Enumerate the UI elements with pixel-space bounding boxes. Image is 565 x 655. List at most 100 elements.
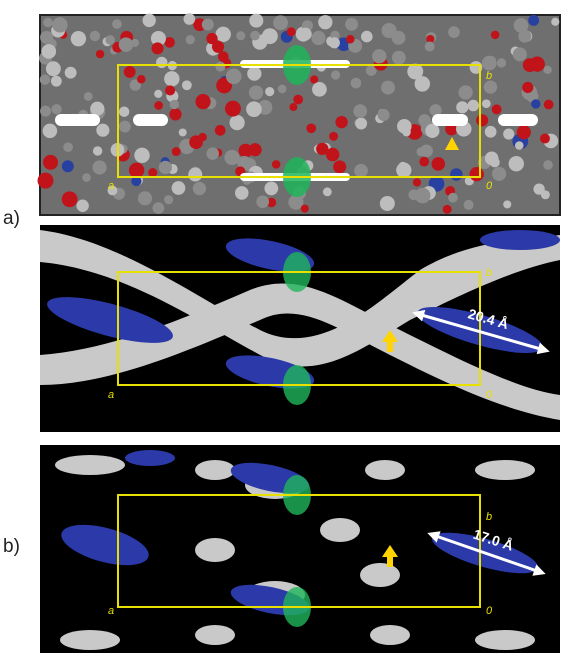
atom xyxy=(159,161,172,174)
atom xyxy=(134,148,149,163)
atom xyxy=(402,128,411,137)
atom xyxy=(487,56,496,65)
atom xyxy=(287,27,296,36)
atom xyxy=(184,13,196,25)
atom xyxy=(311,31,325,45)
atom xyxy=(65,67,77,79)
atom xyxy=(310,75,318,83)
atom xyxy=(335,116,347,128)
atom xyxy=(419,157,429,167)
atom xyxy=(485,126,497,138)
atom xyxy=(540,134,550,144)
atom xyxy=(417,147,426,156)
atom xyxy=(188,168,202,182)
atom xyxy=(172,181,186,195)
atom xyxy=(456,101,468,113)
atom xyxy=(215,62,225,72)
atom xyxy=(40,74,51,85)
panel-1: b a 0 xyxy=(38,13,560,215)
atom xyxy=(235,186,249,200)
atom xyxy=(164,71,179,86)
atom xyxy=(216,27,231,42)
atom xyxy=(333,160,346,173)
atom xyxy=(331,70,340,79)
figure-label: b) xyxy=(3,536,20,557)
atom xyxy=(515,141,524,150)
atom xyxy=(541,190,550,199)
atom xyxy=(62,191,78,207)
atom xyxy=(265,87,274,96)
cell-label-a: a xyxy=(108,605,114,617)
atom xyxy=(378,109,390,121)
atom xyxy=(247,66,261,80)
atom xyxy=(551,18,559,26)
figure-label: a) xyxy=(3,208,20,229)
atom xyxy=(225,101,241,117)
atom xyxy=(458,85,472,99)
atom xyxy=(165,85,175,95)
atom xyxy=(531,99,540,108)
atom xyxy=(226,69,242,85)
atom xyxy=(530,57,545,72)
atom xyxy=(518,30,531,43)
atom xyxy=(90,102,104,116)
atom xyxy=(249,85,263,99)
atom xyxy=(490,157,500,167)
atom xyxy=(119,121,131,133)
atom xyxy=(43,18,52,27)
atom xyxy=(316,143,328,155)
atom xyxy=(381,81,395,95)
atom xyxy=(230,115,245,130)
page: {"figure_labels": ["a)", "b)"], "panels"… xyxy=(0,0,565,655)
atom xyxy=(137,75,145,83)
atom xyxy=(503,128,514,139)
atom xyxy=(517,125,531,139)
atom xyxy=(212,41,224,53)
atom xyxy=(299,28,312,41)
atom xyxy=(43,124,58,139)
atom xyxy=(448,26,460,38)
atom xyxy=(484,80,497,93)
atom xyxy=(62,160,74,172)
atom xyxy=(96,124,109,137)
atom xyxy=(169,108,181,120)
atom xyxy=(329,132,338,141)
atom xyxy=(153,202,165,214)
atom xyxy=(354,164,368,178)
atom xyxy=(142,14,155,27)
atom xyxy=(172,147,181,156)
panel-3: 17.0 Å b a 0 xyxy=(40,445,560,653)
cell-label-b: b xyxy=(486,267,492,279)
atom xyxy=(468,100,480,112)
atom xyxy=(346,35,355,44)
atom xyxy=(52,17,67,32)
atom xyxy=(93,146,102,155)
atom xyxy=(179,128,187,136)
atom xyxy=(112,19,122,29)
atom xyxy=(152,42,164,54)
atom xyxy=(51,104,61,114)
atom xyxy=(63,142,73,152)
atom xyxy=(503,200,511,208)
atom xyxy=(543,66,551,74)
atom xyxy=(301,205,309,213)
atom xyxy=(193,182,206,195)
atom xyxy=(182,80,192,90)
atom xyxy=(131,39,139,47)
atom xyxy=(318,15,332,29)
atom xyxy=(119,37,134,52)
atom xyxy=(186,35,195,44)
atom xyxy=(351,78,362,89)
atom xyxy=(41,44,56,59)
atom xyxy=(40,106,51,117)
atom xyxy=(224,150,239,165)
atom xyxy=(218,51,229,62)
figure: b a 0 20.4 Å b a 0 xyxy=(0,0,565,655)
atom xyxy=(413,178,421,186)
atom xyxy=(46,61,61,76)
panel-2: 20.4 Å b a 0 xyxy=(40,225,560,432)
atom xyxy=(38,173,54,189)
atom xyxy=(164,195,173,204)
atom xyxy=(82,173,91,182)
atom xyxy=(443,205,452,214)
